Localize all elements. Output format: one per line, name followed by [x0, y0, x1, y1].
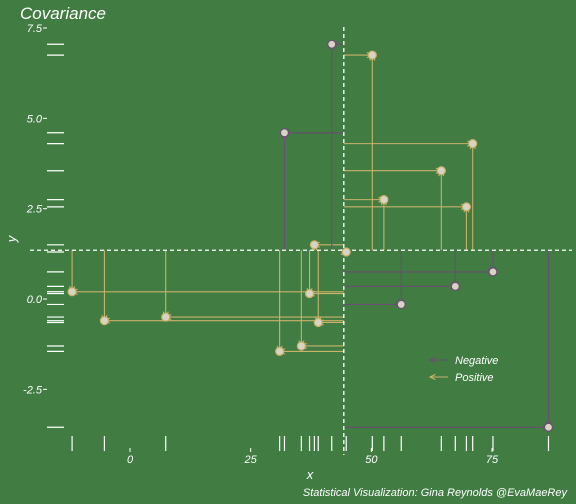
data-point: [279, 128, 290, 138]
data-point: [304, 288, 315, 299]
data-point: [275, 346, 285, 356]
data-point: [327, 39, 337, 49]
data-point: [396, 299, 406, 310]
chart-caption: Statistical Visualization: Gina Reynolds…: [303, 487, 569, 499]
legend-label: Positive: [455, 372, 494, 384]
y-tick-label: 5.0: [27, 113, 43, 125]
deviation-segments: [68, 41, 552, 431]
data-point: [379, 195, 389, 205]
data-point: [309, 240, 319, 250]
data-point: [543, 422, 554, 432]
data-point: [161, 312, 171, 322]
legend-key-head: [428, 373, 436, 381]
y-axis-title: y: [4, 234, 19, 243]
data-point: [313, 317, 323, 328]
data-point: [296, 341, 306, 351]
y-tick-label: 7.5: [27, 23, 43, 35]
legend-key-head: [428, 356, 436, 364]
x-tick-label: 0: [127, 454, 134, 466]
data-point: [436, 166, 446, 176]
mean-lines: [30, 27, 572, 455]
y-tick-label: -2.5: [23, 384, 43, 396]
chart-title: Covariance: [20, 4, 106, 23]
y-tick-label: 0.0: [27, 294, 43, 306]
legend: Negative Positive: [428, 355, 498, 384]
data-point: [341, 247, 351, 257]
x-tick-label: 25: [244, 454, 258, 466]
legend-item-positive: Positive: [428, 372, 494, 384]
data-points: [67, 39, 554, 432]
legend-label: Negative: [455, 355, 498, 367]
data-point: [99, 316, 110, 326]
data-point: [450, 281, 460, 291]
data-point: [461, 202, 472, 212]
data-point: [468, 139, 478, 149]
rug-layer: [47, 43, 550, 451]
legend-item-negative: Negative: [428, 355, 498, 367]
x-axis-title: x: [306, 467, 314, 482]
x-tick-label: 50: [365, 454, 378, 466]
data-point: [488, 267, 498, 277]
y-tick-label: 2.5: [26, 204, 43, 216]
x-tick-label: 75: [486, 454, 499, 466]
data-point: [67, 287, 77, 297]
axes: 0 25 50 75 -2.5 0.0 2.5 5.0 7.5: [23, 23, 499, 466]
data-point: [367, 50, 377, 60]
